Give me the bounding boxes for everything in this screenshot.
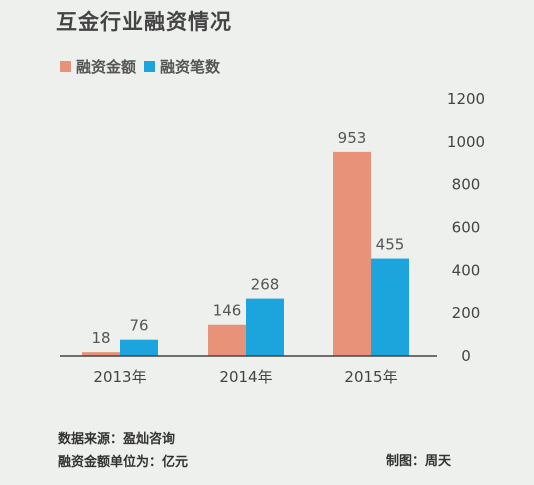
y-tick-label: 800 [452, 176, 481, 194]
credit-note: 制图：周天 [386, 454, 452, 469]
y-tick-label: 400 [452, 261, 481, 279]
bar-amount [208, 324, 246, 356]
legend-swatch-amount [60, 61, 71, 72]
source-note: 数据来源：盈灿咨询 [58, 432, 176, 447]
x-tick-label: 2014年 [219, 368, 272, 386]
data-label-count: 455 [376, 236, 405, 254]
data-label-amount: 953 [338, 129, 367, 147]
bar-count [246, 298, 284, 356]
legend-label-amount: 融资金额 [76, 58, 137, 76]
y-tick-label: 0 [461, 347, 471, 365]
data-label-count: 268 [251, 276, 280, 294]
legend-swatch-count [144, 61, 156, 72]
unit-note: 融资金额单位为：亿元 [58, 455, 189, 470]
y-axis: 0 200 400 600 800 1000 1200 [447, 90, 485, 365]
data-label-count: 76 [129, 317, 148, 335]
x-tick-label: 2013年 [93, 368, 146, 386]
bars [82, 151, 409, 356]
y-tick-label: 600 [452, 219, 481, 237]
legend-item-amount: 融资金额 [60, 56, 136, 77]
y-tick-label: 1000 [447, 133, 485, 151]
bar-count [120, 339, 158, 356]
bar-amount [82, 352, 120, 356]
y-tick-label: 1200 [447, 90, 485, 108]
chart-legend: 融资金额 融资笔数 [60, 56, 228, 77]
bar-amount [333, 151, 371, 356]
data-labels: 18 146 953 76 268 455 [91, 129, 404, 347]
legend-label-count: 融资笔数 [160, 58, 221, 76]
bar-count [371, 258, 409, 356]
x-tick-label: 2015年 [344, 368, 397, 386]
y-tick-label: 200 [452, 304, 481, 322]
x-axis: 2013年 2014年 2015年 [60, 355, 437, 386]
data-label-amount: 18 [91, 329, 110, 347]
data-label-amount: 146 [213, 302, 242, 320]
legend-item-count: 融资笔数 [144, 56, 220, 77]
chart-title: 互金行业融资情况 [56, 10, 232, 34]
